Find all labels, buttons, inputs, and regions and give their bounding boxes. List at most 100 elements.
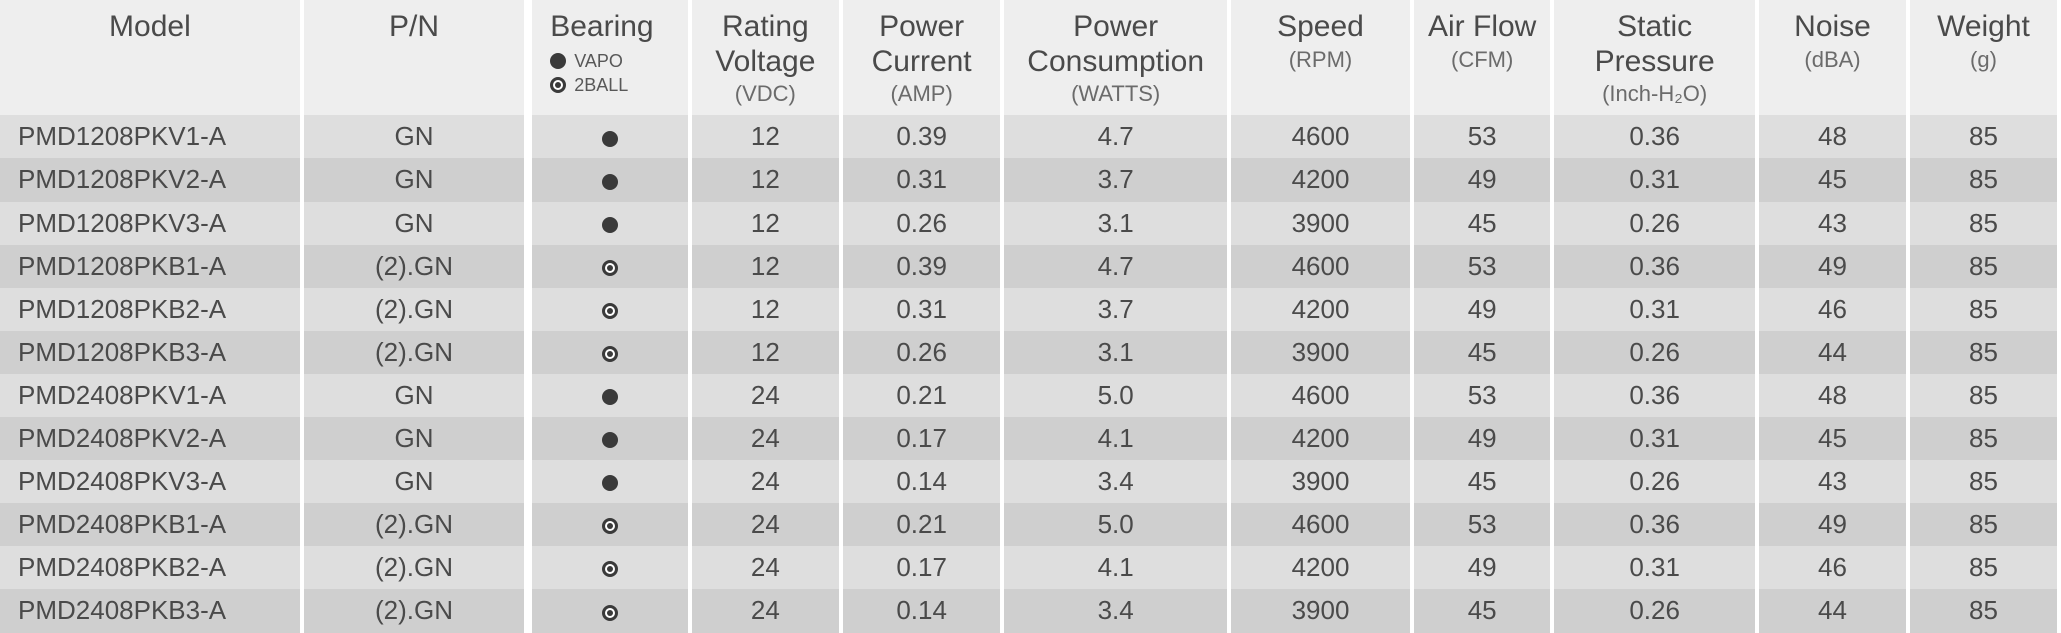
cell-speed: 4200 bbox=[1229, 288, 1412, 331]
cell-static_pressure: 0.36 bbox=[1552, 374, 1757, 417]
cell-power_current: 0.31 bbox=[841, 288, 1003, 331]
cell-model: PMD2408PKV1-A bbox=[0, 374, 302, 417]
cell-power_current: 0.26 bbox=[841, 331, 1003, 374]
cell-bearing bbox=[528, 331, 690, 374]
cell-pn: (2).GN bbox=[302, 331, 528, 374]
cell-model: PMD2408PKV3-A bbox=[0, 460, 302, 503]
table-row: PMD1208PKB1-A(2).GN120.394.74600530.3649… bbox=[0, 245, 2059, 288]
cell-air_flow: 49 bbox=[1412, 158, 1552, 201]
cell-power_current: 0.14 bbox=[841, 460, 1003, 503]
cell-pn: (2).GN bbox=[302, 589, 528, 632]
spec-table-container: Ven T L Model P/N bbox=[0, 0, 2061, 633]
col-bearing-label: Bearing bbox=[550, 10, 682, 45]
cell-rating_voltage: 24 bbox=[690, 417, 841, 460]
col-bearing: Bearing VAPO 2BALL bbox=[528, 0, 690, 115]
cell-weight: 85 bbox=[1908, 503, 2059, 546]
table-header: Model P/N Bearing VAPO 2BALL bbox=[0, 0, 2059, 115]
cell-weight: 85 bbox=[1908, 417, 2059, 460]
table-row: PMD1208PKV3-AGN120.263.13900450.264385 bbox=[0, 202, 2059, 245]
col-power-consumption-sub: (WATTS) bbox=[1010, 81, 1220, 107]
cell-model: PMD2408PKB3-A bbox=[0, 589, 302, 632]
cell-weight: 85 bbox=[1908, 331, 2059, 374]
cell-model: PMD1208PKV3-A bbox=[0, 202, 302, 245]
vapo-icon bbox=[602, 174, 618, 190]
cell-noise: 48 bbox=[1757, 374, 1908, 417]
cell-power_current: 0.26 bbox=[841, 202, 1003, 245]
cell-bearing bbox=[528, 202, 690, 245]
cell-speed: 3900 bbox=[1229, 202, 1412, 245]
cell-power_consumption: 3.1 bbox=[1002, 331, 1228, 374]
cell-model: PMD1208PKB1-A bbox=[0, 245, 302, 288]
cell-power_consumption: 5.0 bbox=[1002, 503, 1228, 546]
cell-power_consumption: 4.7 bbox=[1002, 245, 1228, 288]
cell-noise: 45 bbox=[1757, 417, 1908, 460]
cell-rating_voltage: 12 bbox=[690, 158, 841, 201]
cell-model: PMD1208PKB3-A bbox=[0, 331, 302, 374]
cell-pn: GN bbox=[302, 374, 528, 417]
cell-air_flow: 49 bbox=[1412, 546, 1552, 589]
cell-speed: 3900 bbox=[1229, 331, 1412, 374]
cell-power_current: 0.21 bbox=[841, 374, 1003, 417]
two-ball-icon bbox=[602, 561, 618, 577]
cell-static_pressure: 0.26 bbox=[1552, 202, 1757, 245]
cell-bearing bbox=[528, 417, 690, 460]
cell-power_current: 0.39 bbox=[841, 115, 1003, 158]
cell-power_consumption: 4.1 bbox=[1002, 546, 1228, 589]
cell-speed: 3900 bbox=[1229, 589, 1412, 632]
col-air-flow-label: Air Flow bbox=[1420, 10, 1544, 45]
two-ball-icon bbox=[602, 518, 618, 534]
table-row: PMD2408PKB1-A(2).GN240.215.04600530.3649… bbox=[0, 503, 2059, 546]
col-rating-voltage: Rating Voltage (VDC) bbox=[690, 0, 841, 115]
cell-weight: 85 bbox=[1908, 158, 2059, 201]
cell-rating_voltage: 12 bbox=[690, 115, 841, 158]
vapo-icon bbox=[602, 389, 618, 405]
table-row: PMD2408PKV2-AGN240.174.14200490.314585 bbox=[0, 417, 2059, 460]
cell-power_consumption: 3.4 bbox=[1002, 589, 1228, 632]
cell-model: PMD2408PKV2-A bbox=[0, 417, 302, 460]
cell-noise: 46 bbox=[1757, 288, 1908, 331]
cell-bearing bbox=[528, 374, 690, 417]
col-weight: Weight (g) bbox=[1908, 0, 2059, 115]
cell-power_consumption: 4.1 bbox=[1002, 417, 1228, 460]
cell-model: PMD1208PKV2-A bbox=[0, 158, 302, 201]
cell-air_flow: 45 bbox=[1412, 331, 1552, 374]
col-weight-sub: (g) bbox=[1916, 47, 2051, 73]
cell-noise: 44 bbox=[1757, 589, 1908, 632]
col-model-label: Model bbox=[6, 10, 294, 45]
col-noise-label: Noise bbox=[1765, 10, 1900, 45]
cell-weight: 85 bbox=[1908, 202, 2059, 245]
cell-speed: 4600 bbox=[1229, 503, 1412, 546]
cell-power_consumption: 5.0 bbox=[1002, 374, 1228, 417]
cell-bearing bbox=[528, 245, 690, 288]
table-row: PMD2408PKV3-AGN240.143.43900450.264385 bbox=[0, 460, 2059, 503]
cell-bearing bbox=[528, 503, 690, 546]
cell-model: PMD2408PKB1-A bbox=[0, 503, 302, 546]
col-speed: Speed (RPM) bbox=[1229, 0, 1412, 115]
cell-rating_voltage: 24 bbox=[690, 374, 841, 417]
two-ball-icon bbox=[602, 260, 618, 276]
cell-power_consumption: 3.7 bbox=[1002, 288, 1228, 331]
cell-pn: GN bbox=[302, 115, 528, 158]
col-power-current: Power Current (AMP) bbox=[841, 0, 1003, 115]
cell-air_flow: 49 bbox=[1412, 417, 1552, 460]
cell-noise: 48 bbox=[1757, 115, 1908, 158]
table-row: PMD1208PKV1-AGN120.394.74600530.364885 bbox=[0, 115, 2059, 158]
cell-noise: 45 bbox=[1757, 158, 1908, 201]
vapo-icon bbox=[602, 217, 618, 233]
cell-air_flow: 53 bbox=[1412, 245, 1552, 288]
cell-bearing bbox=[528, 288, 690, 331]
cell-pn: (2).GN bbox=[302, 288, 528, 331]
cell-noise: 43 bbox=[1757, 202, 1908, 245]
vapo-icon bbox=[602, 475, 618, 491]
col-rating-voltage-sub: (VDC) bbox=[698, 81, 833, 107]
cell-pn: (2).GN bbox=[302, 245, 528, 288]
cell-noise: 43 bbox=[1757, 460, 1908, 503]
cell-bearing bbox=[528, 158, 690, 201]
cell-power_consumption: 3.4 bbox=[1002, 460, 1228, 503]
cell-static_pressure: 0.31 bbox=[1552, 546, 1757, 589]
col-power-consumption-label: Power Consumption bbox=[1010, 10, 1220, 79]
cell-weight: 85 bbox=[1908, 546, 2059, 589]
cell-power_consumption: 4.7 bbox=[1002, 115, 1228, 158]
vapo-icon bbox=[602, 432, 618, 448]
two-ball-icon bbox=[602, 605, 618, 621]
